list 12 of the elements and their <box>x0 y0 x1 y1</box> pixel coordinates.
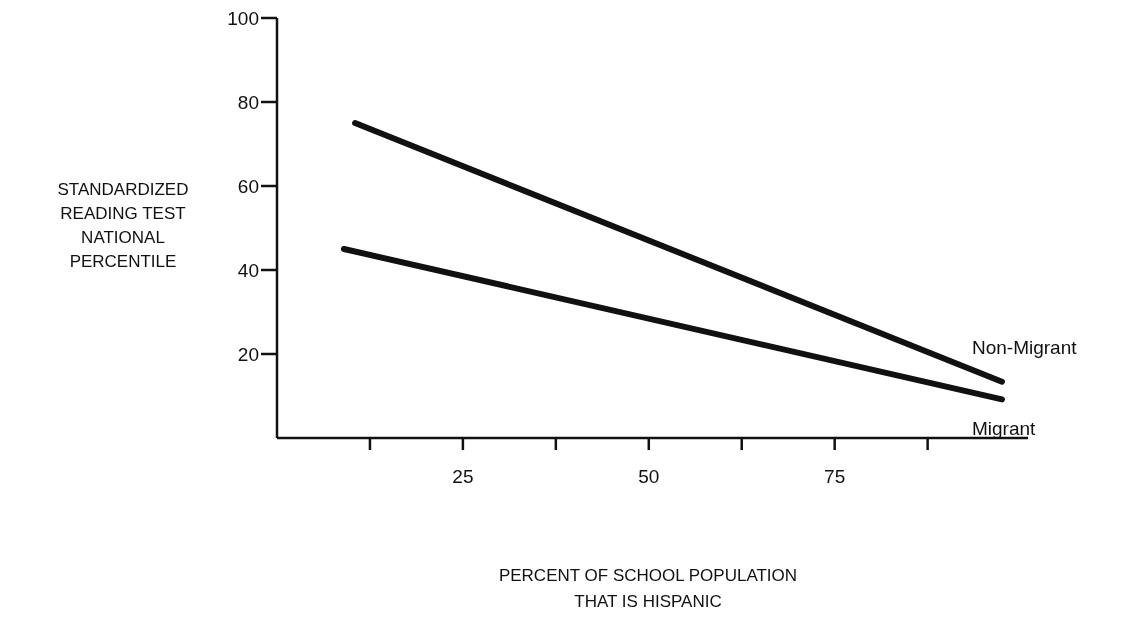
y-tick-label: 100 <box>227 7 259 29</box>
y-axis-title: STANDARDIZED READING TEST NATIONAL PERCENTILE <box>56 179 190 273</box>
y-tick-label: 40 <box>237 259 259 281</box>
y-tick-label: 80 <box>237 91 259 113</box>
x-tick-label: 75 <box>824 466 846 488</box>
y-tick-label: 20 <box>237 343 259 365</box>
x-tick-label: 25 <box>452 466 474 488</box>
series-label: Migrant <box>971 418 1037 440</box>
y-tick-label: 60 <box>237 175 259 197</box>
x-axis-title: PERCENT OF SCHOOL POPULATION THAT IS HISPANIC <box>497 565 799 613</box>
series-label: Non-Migrant <box>971 336 1078 358</box>
x-tick-label: 50 <box>638 466 660 488</box>
